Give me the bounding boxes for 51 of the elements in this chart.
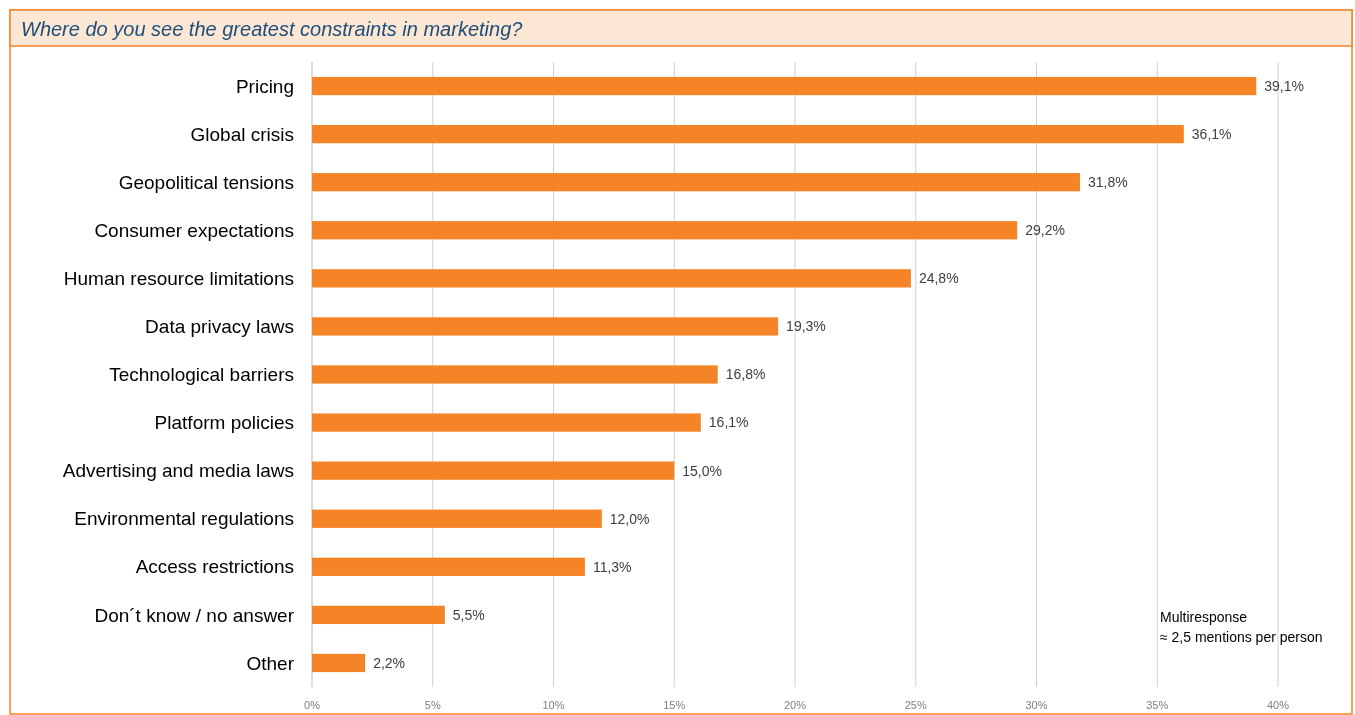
bar [312, 317, 779, 336]
data-label: 31,8% [1087, 174, 1128, 191]
data-label: 29,2% [1025, 222, 1065, 239]
data-label: 12,0% [609, 510, 650, 527]
y-tick-label: Geopolitical tensions [118, 171, 294, 193]
data-label: 16,1% [708, 414, 749, 431]
x-tick-label: 35% [1146, 699, 1169, 711]
data-label: 2,2% [373, 654, 406, 671]
annotation: ≈ 2,5 mentions per person [1160, 629, 1323, 645]
y-tick-label: Technological barriers [109, 364, 294, 386]
bar [312, 173, 1080, 192]
x-tick-label: 5% [424, 699, 441, 711]
data-label: 36,1% [1191, 126, 1232, 143]
bar [312, 557, 585, 576]
y-tick-label: Human resource limitations [63, 268, 294, 289]
bar [312, 509, 602, 528]
x-tick-label: 15% [663, 699, 686, 711]
y-tick-label: Global crisis [190, 123, 294, 145]
y-tick-label: Don´t know / no answer [94, 604, 295, 626]
x-tick-label: 10% [542, 699, 565, 711]
data-label: 16,8% [725, 366, 766, 383]
x-tick-label: 0% [304, 699, 321, 711]
bar [312, 605, 445, 625]
y-tick-label: Advertising and media laws [62, 460, 294, 482]
bar [312, 76, 1257, 96]
y-tick-label: Platform policies [154, 412, 294, 434]
y-tick-label: Pricing [235, 75, 294, 97]
data-label: 19,3% [786, 318, 826, 335]
annotation: Multiresponse [1160, 609, 1248, 625]
data-label: 5,5% [452, 606, 485, 623]
data-label: 24,8% [918, 270, 959, 287]
y-tick-label: Access restrictions [135, 556, 294, 578]
chart-title: Where do you see the greatest constraints in marketing? [21, 18, 524, 40]
data-label: 15,0% [682, 462, 722, 479]
bar [312, 413, 701, 432]
x-tick-label: 30% [1025, 699, 1048, 711]
bar [312, 124, 1184, 144]
bar [312, 461, 675, 480]
bar [312, 221, 1018, 240]
y-tick-label: Data privacy laws [145, 316, 294, 338]
y-tick-label: Other [246, 652, 295, 674]
bar [312, 269, 911, 288]
y-tick-label: Consumer expectations [94, 219, 294, 241]
x-tick-label: 20% [783, 699, 807, 711]
x-tick-label: 25% [904, 699, 927, 711]
data-label: 39,1% [1264, 77, 1304, 94]
bar [312, 365, 718, 384]
x-tick-label: 40% [1266, 699, 1290, 711]
bar [312, 653, 366, 673]
data-label: 11,3% [592, 558, 632, 575]
y-tick-label: Environmental regulations [74, 508, 294, 530]
